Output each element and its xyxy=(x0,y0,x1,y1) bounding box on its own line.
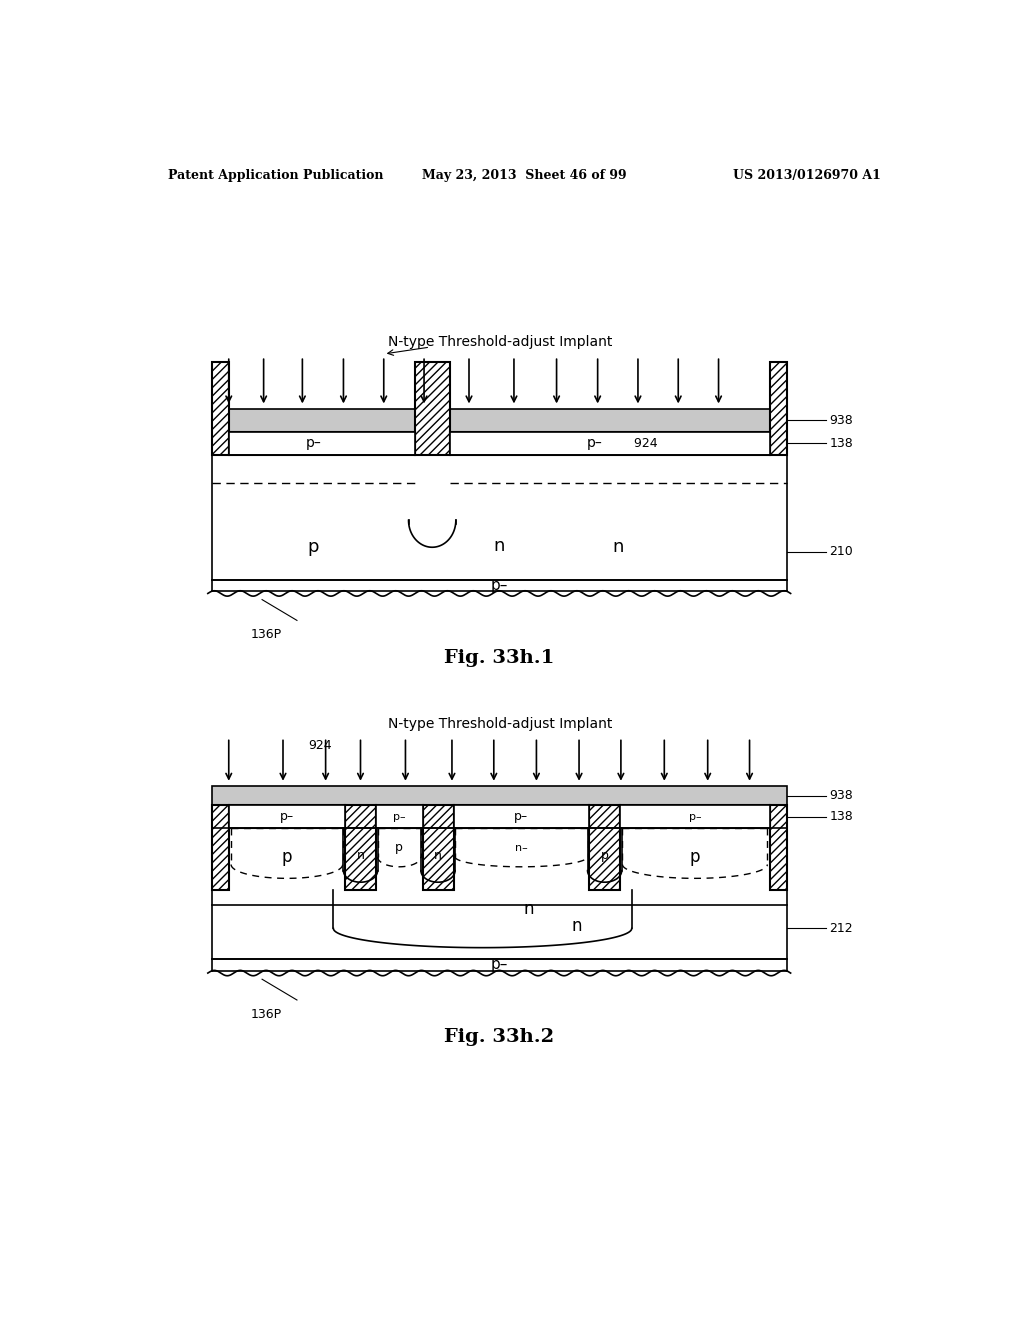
Text: p–: p– xyxy=(393,812,406,822)
Text: p–: p– xyxy=(490,578,508,593)
Text: Patent Application Publication: Patent Application Publication xyxy=(168,169,384,182)
Text: p–: p– xyxy=(306,437,322,450)
Bar xyxy=(423,805,454,890)
Bar xyxy=(212,409,786,432)
Bar xyxy=(228,805,345,829)
Text: 938: 938 xyxy=(829,413,853,426)
Text: p–: p– xyxy=(514,810,528,824)
Bar xyxy=(621,805,770,829)
Text: Fig. 33h.2: Fig. 33h.2 xyxy=(444,1028,554,1047)
Bar xyxy=(415,363,450,455)
Text: n: n xyxy=(356,849,365,862)
Text: 138: 138 xyxy=(829,810,853,824)
Text: p: p xyxy=(601,849,608,862)
Text: n–: n– xyxy=(515,842,527,853)
Bar xyxy=(770,363,786,455)
Text: Fig. 33h.1: Fig. 33h.1 xyxy=(444,649,554,667)
Bar xyxy=(212,363,228,455)
Text: US 2013/0126970 A1: US 2013/0126970 A1 xyxy=(733,169,882,182)
Text: n: n xyxy=(524,900,535,919)
Bar xyxy=(376,805,423,829)
Text: n: n xyxy=(571,917,582,935)
Bar xyxy=(450,432,770,455)
Text: p–: p– xyxy=(490,957,508,973)
Bar xyxy=(228,432,415,455)
Bar xyxy=(454,805,589,829)
Text: n: n xyxy=(434,849,442,862)
Text: p–: p– xyxy=(688,812,701,822)
Text: p: p xyxy=(282,849,292,866)
Text: p: p xyxy=(395,841,403,854)
Text: 924: 924 xyxy=(626,437,657,450)
Text: 210: 210 xyxy=(829,545,853,558)
Text: p–: p– xyxy=(280,810,294,824)
Bar xyxy=(212,805,228,890)
Text: 212: 212 xyxy=(829,921,853,935)
Text: N-type Threshold-adjust Implant: N-type Threshold-adjust Implant xyxy=(388,717,612,730)
Text: 136P: 136P xyxy=(251,628,282,642)
Text: 138: 138 xyxy=(829,437,853,450)
Bar xyxy=(212,785,786,805)
Bar xyxy=(621,805,770,829)
Text: n: n xyxy=(612,539,624,556)
Bar xyxy=(450,432,770,455)
Bar xyxy=(228,432,415,455)
Text: 938: 938 xyxy=(829,789,853,803)
Text: 924: 924 xyxy=(308,739,332,751)
Text: 136P: 136P xyxy=(251,1007,282,1020)
Text: p: p xyxy=(689,849,700,866)
Text: p–: p– xyxy=(587,437,602,450)
Bar xyxy=(454,805,589,829)
Bar xyxy=(376,805,423,829)
Bar xyxy=(345,805,376,890)
Text: May 23, 2013  Sheet 46 of 99: May 23, 2013 Sheet 46 of 99 xyxy=(423,169,627,182)
Bar xyxy=(770,805,786,890)
Bar xyxy=(228,805,345,829)
Text: p: p xyxy=(307,539,318,556)
Text: N-type Threshold-adjust Implant: N-type Threshold-adjust Implant xyxy=(388,335,612,350)
Bar xyxy=(589,805,621,890)
Text: n: n xyxy=(494,537,505,554)
